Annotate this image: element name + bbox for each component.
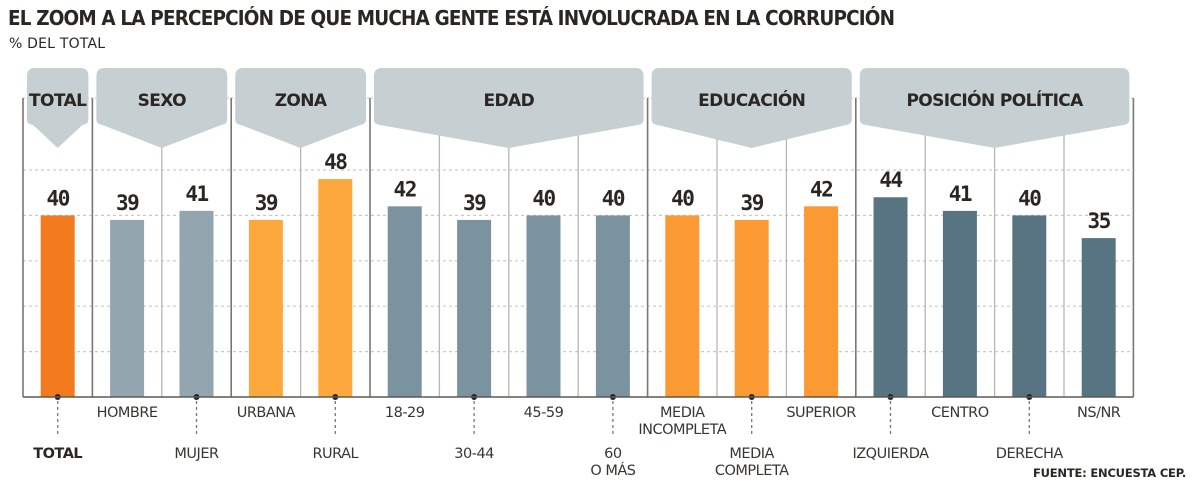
group-banner	[96, 68, 228, 148]
bar-value-label: 40	[671, 186, 694, 210]
bar	[804, 206, 839, 397]
bar-value-label: 39	[463, 191, 486, 215]
x-axis	[23, 394, 1134, 435]
bar	[665, 215, 700, 397]
bar-value-label: 42	[394, 177, 416, 201]
category-label: CENTRO	[931, 405, 989, 421]
bar	[1012, 215, 1047, 397]
bar-value-label: 40	[602, 186, 625, 210]
value-labels: 40 39 41 39 48 42 39 40 40 40 39 42 44 41 40 35	[47, 150, 1113, 233]
column-dividers	[22, 98, 1135, 397]
group-banner-label: TOTAL	[29, 91, 87, 111]
bar-value-label: 41	[185, 182, 208, 206]
category-label: O MÁS	[590, 462, 635, 479]
bar-value-label: 41	[949, 182, 972, 206]
group-banner-label: ZONA	[275, 91, 328, 111]
chart-subtitle: % DEL TOTAL	[9, 36, 106, 52]
bar	[387, 206, 422, 397]
bar-value-label: 40	[47, 186, 70, 210]
bar-value-label: 35	[1088, 209, 1111, 233]
bar-value-label: 40	[532, 186, 555, 210]
category-label: MEDIA	[660, 405, 705, 421]
group-banners: TOTAL SEXO ZONA EDAD EDUCACIÓN POSICIÓN POLÍT…	[27, 68, 1130, 148]
category-label: URBANA	[237, 405, 296, 421]
group-banner	[235, 68, 366, 148]
bar-value-label: 48	[324, 150, 347, 174]
category-label: 45-59	[524, 405, 564, 421]
group-banner-label: EDAD	[484, 91, 535, 111]
bar-value-label: 40	[1018, 186, 1041, 210]
category-label: NS/NR	[1077, 405, 1121, 421]
bar	[873, 197, 908, 397]
bar-value-label: 44	[879, 168, 902, 192]
bar-value-label: 39	[116, 191, 139, 215]
category-label: COMPLETA	[715, 463, 789, 479]
category-label: 18-29	[385, 405, 425, 421]
group-banner	[27, 68, 89, 148]
bar	[110, 219, 145, 397]
bar-value-label: 42	[810, 177, 832, 201]
group-banner	[651, 68, 852, 148]
category-label: RURAL	[312, 446, 358, 462]
bar-value-label: 39	[255, 191, 278, 215]
category-label: MEDIA	[729, 446, 774, 462]
category-label: 30-44	[454, 446, 494, 462]
category-label: INCOMPLETA	[638, 422, 726, 438]
bar	[526, 215, 561, 397]
bar	[248, 219, 283, 397]
category-label: TOTAL	[33, 446, 82, 462]
chart-title: EL ZOOM A LA PERCEPCIÓN DE QUE MUCHA GEN…	[8, 6, 895, 30]
bar	[734, 219, 769, 397]
category-label: 60	[604, 446, 622, 462]
bar	[318, 179, 353, 397]
group-banner-label: POSICIÓN POLÍTICA	[906, 89, 1084, 111]
group-banner	[374, 68, 644, 148]
bar	[40, 215, 75, 397]
bar	[1081, 238, 1116, 397]
group-banner	[859, 68, 1130, 148]
bar-value-label: 39	[741, 191, 764, 215]
category-label: DERECHA	[996, 446, 1064, 462]
bar	[595, 215, 630, 397]
source-note: FUENTE: ENCUESTA CEP.	[1032, 466, 1186, 480]
category-label: MUJER	[174, 446, 219, 462]
category-label: HOMBRE	[97, 405, 158, 421]
bar	[179, 210, 214, 397]
category-label: IZQUIERDA	[852, 446, 929, 462]
group-banner-label: EDUCACIÓN	[698, 89, 805, 111]
bar	[942, 210, 977, 397]
category-labels: TOTAL HOMBRE MUJER URBANA RURAL 18-29 30-44 45-…	[33, 405, 1121, 479]
group-banner-label: SEXO	[138, 91, 187, 111]
category-label: SUPERIOR	[786, 405, 856, 421]
bars	[40, 179, 1116, 397]
bar	[457, 219, 492, 397]
